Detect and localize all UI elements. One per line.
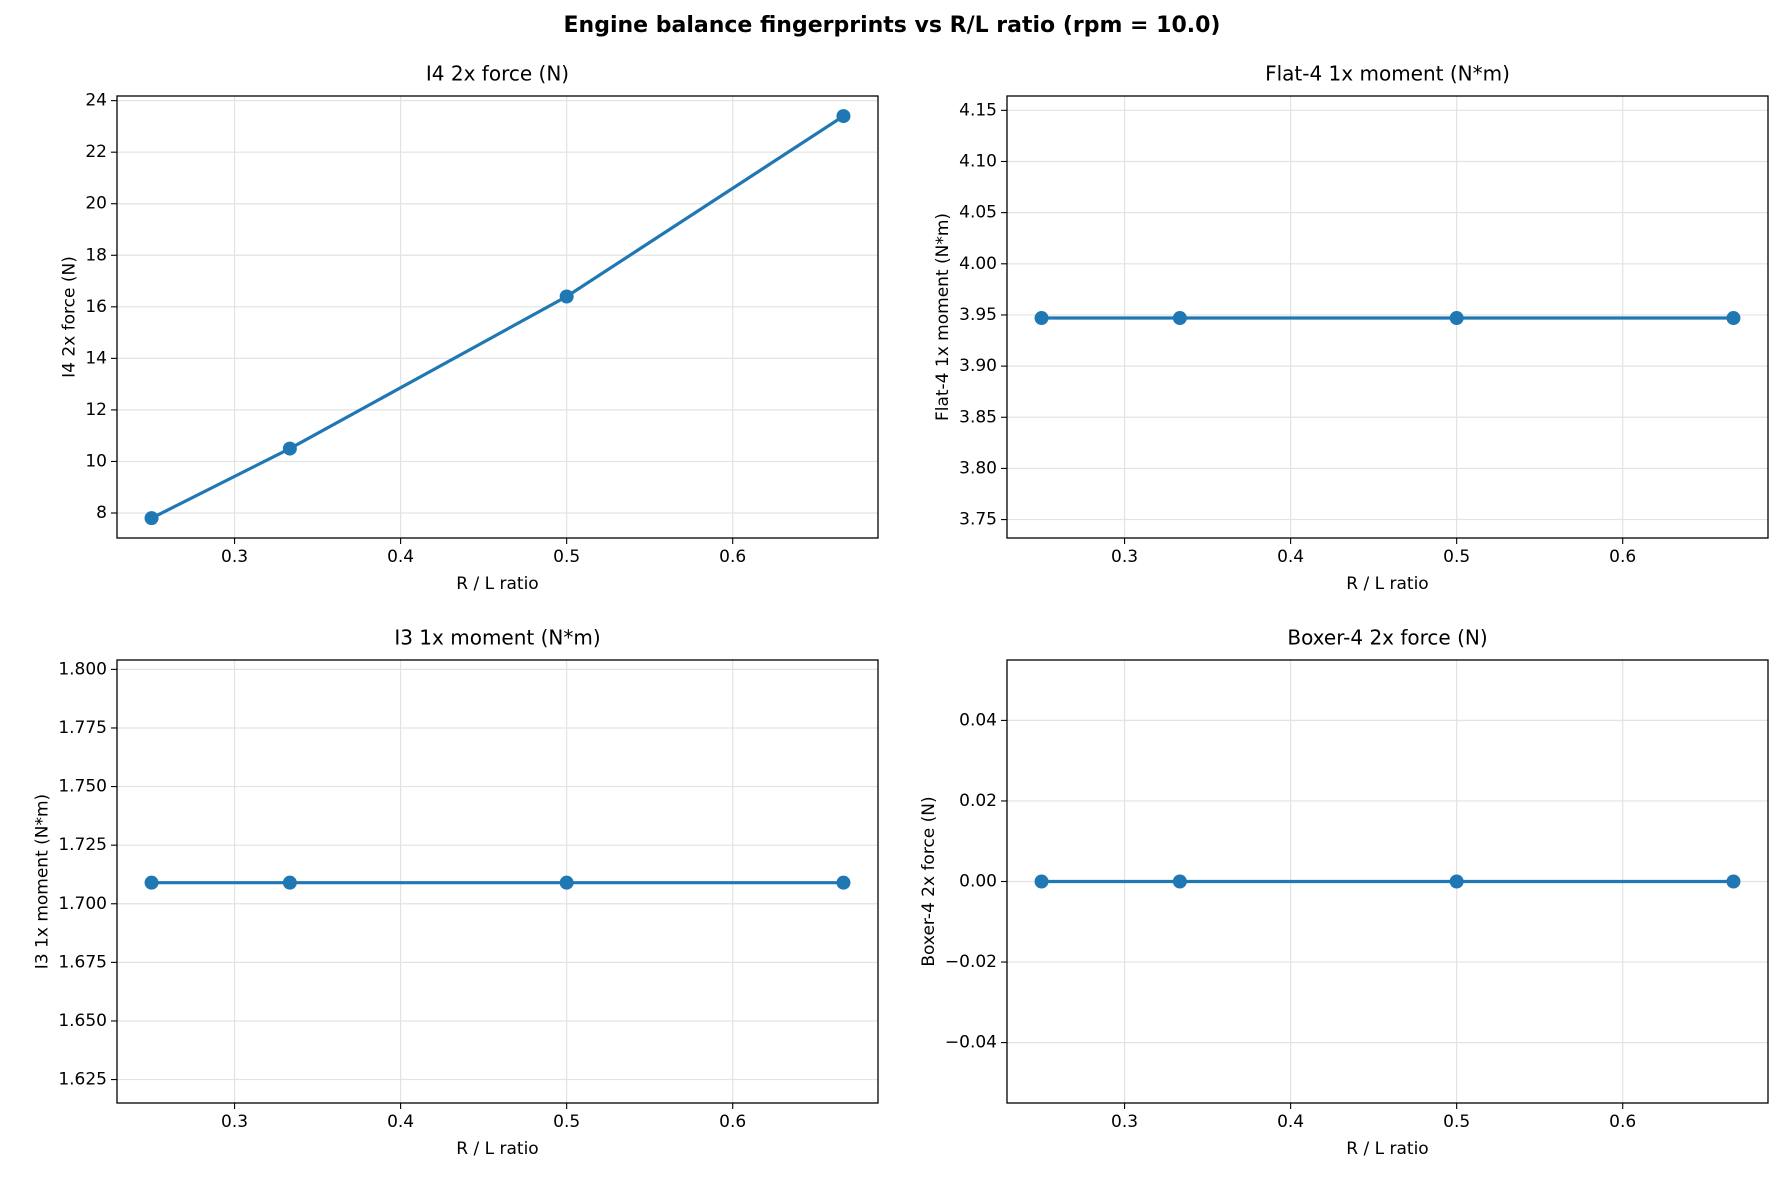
y-axis-label: I3 1x moment (N*m) (32, 794, 52, 969)
x-tick-label: 0.3 (221, 547, 248, 567)
x-tick-label: 0.5 (1443, 1112, 1470, 1132)
y-tick-label: 16 (85, 297, 107, 317)
data-point (1726, 874, 1741, 889)
y-axis-label: Boxer-4 2x force (N) (919, 796, 939, 966)
x-axis-label: R / L ratio (1346, 1139, 1428, 1159)
chart-title: I3 1x moment (N*m) (394, 626, 600, 650)
x-tick-label: 0.4 (1277, 547, 1304, 567)
x-axis-label: R / L ratio (456, 574, 538, 594)
plot-frame (1006, 659, 1769, 1104)
x-tick-label: 0.5 (1443, 547, 1470, 567)
x-tick-label: 0.3 (221, 1112, 248, 1132)
x-tick-label: 0.6 (1609, 1112, 1636, 1132)
y-tick-label: −0.04 (945, 1033, 997, 1053)
y-tick-label: 1.775 (58, 718, 107, 738)
plot-frame (116, 659, 879, 1104)
data-point (559, 289, 574, 304)
x-tick-label: 0.6 (1609, 547, 1636, 567)
y-tick-label: 3.80 (959, 458, 997, 478)
data-point (1172, 311, 1187, 326)
y-tick-label: −0.02 (945, 952, 997, 972)
data-point (282, 441, 297, 456)
y-tick-label: 1.800 (58, 659, 107, 679)
x-tick-label: 0.5 (553, 547, 580, 567)
data-point (836, 875, 851, 890)
y-tick-label: 1.675 (58, 952, 107, 972)
y-tick-label: 1.625 (58, 1070, 107, 1090)
y-tick-label: 1.650 (58, 1011, 107, 1031)
y-tick-label: 3.90 (959, 356, 997, 376)
x-tick-label: 0.4 (1277, 1112, 1304, 1132)
chart-title: Flat-4 1x moment (N*m) (1265, 62, 1510, 86)
data-point (1172, 874, 1187, 889)
y-tick-label: 3.95 (959, 305, 997, 325)
y-tick-label: 22 (85, 142, 107, 162)
x-tick-label: 0.3 (1111, 1112, 1138, 1132)
data-point (144, 511, 159, 526)
y-tick-label: 4.10 (959, 151, 997, 171)
y-tick-label: 1.750 (58, 777, 107, 797)
y-tick-label: 18 (85, 245, 107, 265)
data-point (559, 875, 574, 890)
x-tick-label: 0.4 (387, 1112, 414, 1132)
y-tick-label: 4.05 (959, 203, 997, 223)
data-point (144, 875, 159, 890)
y-tick-label: 12 (85, 400, 107, 420)
y-axis-label: Flat-4 1x moment (N*m) (933, 213, 953, 421)
y-tick-label: 1.700 (58, 894, 107, 914)
y-tick-label: 4.15 (959, 100, 997, 120)
data-point (836, 109, 851, 124)
x-tick-label: 0.5 (553, 1112, 580, 1132)
plot-frame (116, 95, 879, 539)
data-point (282, 875, 297, 890)
y-tick-label: 14 (85, 348, 107, 368)
plot-frame (1006, 95, 1769, 539)
x-tick-label: 0.6 (719, 1112, 746, 1132)
y-tick-label: 1.725 (58, 835, 107, 855)
y-tick-label: 3.85 (959, 407, 997, 427)
data-point (1449, 874, 1464, 889)
y-tick-label: 0.00 (959, 872, 997, 892)
chart-title: I4 2x force (N) (426, 62, 569, 86)
x-axis-label: R / L ratio (456, 1139, 538, 1159)
x-tick-label: 0.3 (1111, 547, 1138, 567)
x-tick-label: 0.6 (719, 547, 746, 567)
y-axis-label: I4 2x force (N) (59, 256, 79, 378)
y-tick-label: 8 (96, 503, 107, 523)
data-point (1726, 311, 1741, 326)
figure-title: Engine balance fingerprints vs R/L ratio… (564, 13, 1221, 38)
y-tick-label: 24 (85, 91, 107, 111)
chart-title: Boxer-4 2x force (N) (1287, 626, 1487, 650)
data-point (1449, 311, 1464, 326)
x-tick-label: 0.4 (387, 547, 414, 567)
data-point (1034, 874, 1049, 889)
y-tick-label: 3.75 (959, 510, 997, 530)
x-axis-label: R / L ratio (1346, 574, 1428, 594)
data-line (150, 114, 845, 520)
y-tick-label: 0.04 (959, 710, 997, 730)
y-tick-label: 4.00 (959, 254, 997, 274)
y-tick-label: 20 (85, 194, 107, 214)
y-tick-label: 0.02 (959, 791, 997, 811)
y-tick-label: 10 (85, 451, 107, 471)
data-point (1034, 311, 1049, 326)
